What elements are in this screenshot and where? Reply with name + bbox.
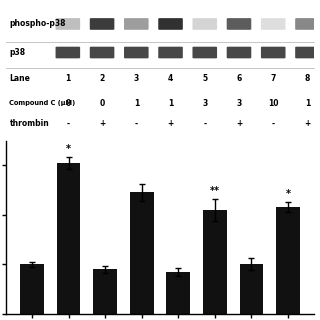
FancyBboxPatch shape xyxy=(261,18,285,30)
Text: +: + xyxy=(167,119,174,128)
FancyBboxPatch shape xyxy=(261,47,285,58)
Bar xyxy=(20,264,44,314)
Text: 8: 8 xyxy=(305,74,310,83)
Text: *: * xyxy=(66,144,71,154)
FancyBboxPatch shape xyxy=(227,18,251,30)
Bar xyxy=(203,210,227,314)
Text: +: + xyxy=(304,119,311,128)
Text: 10: 10 xyxy=(268,99,278,108)
Text: 1: 1 xyxy=(134,99,139,108)
Text: 3: 3 xyxy=(134,74,139,83)
Bar xyxy=(130,192,154,314)
Text: 5: 5 xyxy=(202,74,207,83)
Text: 1: 1 xyxy=(168,99,173,108)
Bar xyxy=(276,207,300,314)
Text: 1: 1 xyxy=(65,74,70,83)
Bar xyxy=(240,264,263,314)
FancyBboxPatch shape xyxy=(90,18,114,30)
FancyBboxPatch shape xyxy=(56,47,80,58)
Text: 3: 3 xyxy=(202,99,207,108)
Text: +: + xyxy=(236,119,242,128)
FancyBboxPatch shape xyxy=(124,18,148,30)
Text: p38: p38 xyxy=(10,48,26,57)
Bar xyxy=(93,269,117,314)
Text: Compound C (μM): Compound C (μM) xyxy=(10,100,76,106)
Text: thrombin: thrombin xyxy=(10,119,49,128)
Text: *: * xyxy=(285,189,291,199)
FancyBboxPatch shape xyxy=(90,47,114,58)
Text: -: - xyxy=(66,119,69,128)
FancyBboxPatch shape xyxy=(158,18,183,30)
FancyBboxPatch shape xyxy=(56,18,80,30)
FancyBboxPatch shape xyxy=(192,47,217,58)
FancyBboxPatch shape xyxy=(158,47,183,58)
Text: -: - xyxy=(272,119,275,128)
Text: +: + xyxy=(99,119,105,128)
Bar xyxy=(166,272,190,314)
FancyBboxPatch shape xyxy=(295,47,320,58)
Text: -: - xyxy=(135,119,138,128)
FancyBboxPatch shape xyxy=(227,47,251,58)
Text: phospho-p38: phospho-p38 xyxy=(10,20,66,28)
Text: 2: 2 xyxy=(100,74,105,83)
FancyBboxPatch shape xyxy=(295,18,320,30)
Text: 0: 0 xyxy=(100,99,105,108)
Text: -: - xyxy=(203,119,206,128)
Text: 7: 7 xyxy=(270,74,276,83)
Text: 4: 4 xyxy=(168,74,173,83)
Text: **: ** xyxy=(210,186,220,196)
Text: 3: 3 xyxy=(236,99,242,108)
FancyBboxPatch shape xyxy=(192,18,217,30)
FancyBboxPatch shape xyxy=(124,47,148,58)
Text: 0: 0 xyxy=(65,99,70,108)
Text: 6: 6 xyxy=(236,74,242,83)
Text: Lane: Lane xyxy=(10,74,30,83)
Bar xyxy=(57,163,80,314)
Text: 1: 1 xyxy=(305,99,310,108)
